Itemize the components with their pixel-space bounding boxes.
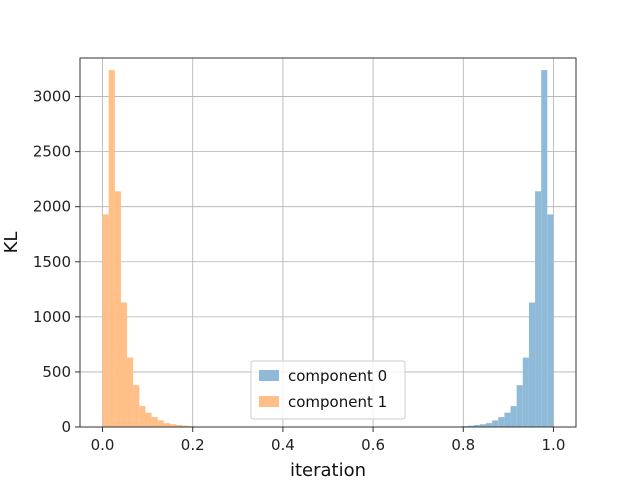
y-tick-label: 1500 xyxy=(33,253,71,271)
legend-swatch-component-0 xyxy=(259,370,279,381)
y-tick-label: 500 xyxy=(42,363,71,381)
bar-series-1 xyxy=(133,385,140,427)
bar-series-0 xyxy=(510,406,517,427)
bar-series-0 xyxy=(541,70,548,427)
bar-series-1 xyxy=(151,417,158,427)
x-tick-label: 1.0 xyxy=(542,436,566,454)
bar-series-0 xyxy=(492,420,499,427)
bar-series-1 xyxy=(176,425,183,427)
bar-series-1 xyxy=(157,420,164,427)
bar-series-1 xyxy=(127,357,134,427)
bar-series-0 xyxy=(473,425,480,427)
bar-series-1 xyxy=(120,302,128,427)
x-tick-label: 0.6 xyxy=(361,436,385,454)
bar-series-1 xyxy=(114,191,121,427)
bars xyxy=(102,70,554,427)
bar-series-0 xyxy=(479,424,486,427)
axis-ticks: 0.0 0.2 0.4 0.6 0.8 1.0 0 500 1000 1500 2000 2500 30… xyxy=(33,88,566,454)
y-tick-label: 2000 xyxy=(33,198,71,216)
bar-series-1 xyxy=(170,424,177,427)
plot-frame xyxy=(79,57,577,428)
bar-series-1 xyxy=(182,425,189,427)
bar-series-0 xyxy=(522,357,529,427)
bar-series-0 xyxy=(516,385,523,427)
y-tick-label: 3000 xyxy=(33,88,71,106)
y-axis-label: KL xyxy=(1,232,22,254)
legend-label-component-1: component 1 xyxy=(288,393,387,411)
legend-swatch-component-1 xyxy=(259,396,279,407)
bar-series-1 xyxy=(163,423,171,427)
bar-series-1 xyxy=(102,214,109,427)
bar-series-1 xyxy=(145,412,152,427)
x-tick-label: 0.2 xyxy=(181,436,205,454)
y-tick-label: 1000 xyxy=(33,308,71,326)
x-tick-label: 0.4 xyxy=(271,436,295,454)
bar-series-0 xyxy=(535,191,542,427)
y-tick-label: 2500 xyxy=(33,143,71,161)
legend-box xyxy=(250,360,406,420)
bar-series-0 xyxy=(467,425,474,427)
legend: component 0 component 1 xyxy=(250,360,406,420)
x-axis-label: iteration xyxy=(290,460,366,480)
bar-series-0 xyxy=(504,412,511,427)
bar-series-0 xyxy=(485,423,493,427)
y-tick-label: 0 xyxy=(61,418,71,436)
bar-series-1 xyxy=(108,70,115,427)
x-tick-label: 0.0 xyxy=(91,436,115,454)
bar-series-0 xyxy=(498,417,505,427)
bar-series-1 xyxy=(139,406,146,427)
legend-label-component-0: component 0 xyxy=(288,367,387,385)
bar-series-0 xyxy=(528,302,536,427)
bar-series-0 xyxy=(547,214,554,427)
x-tick-label: 0.8 xyxy=(451,436,475,454)
